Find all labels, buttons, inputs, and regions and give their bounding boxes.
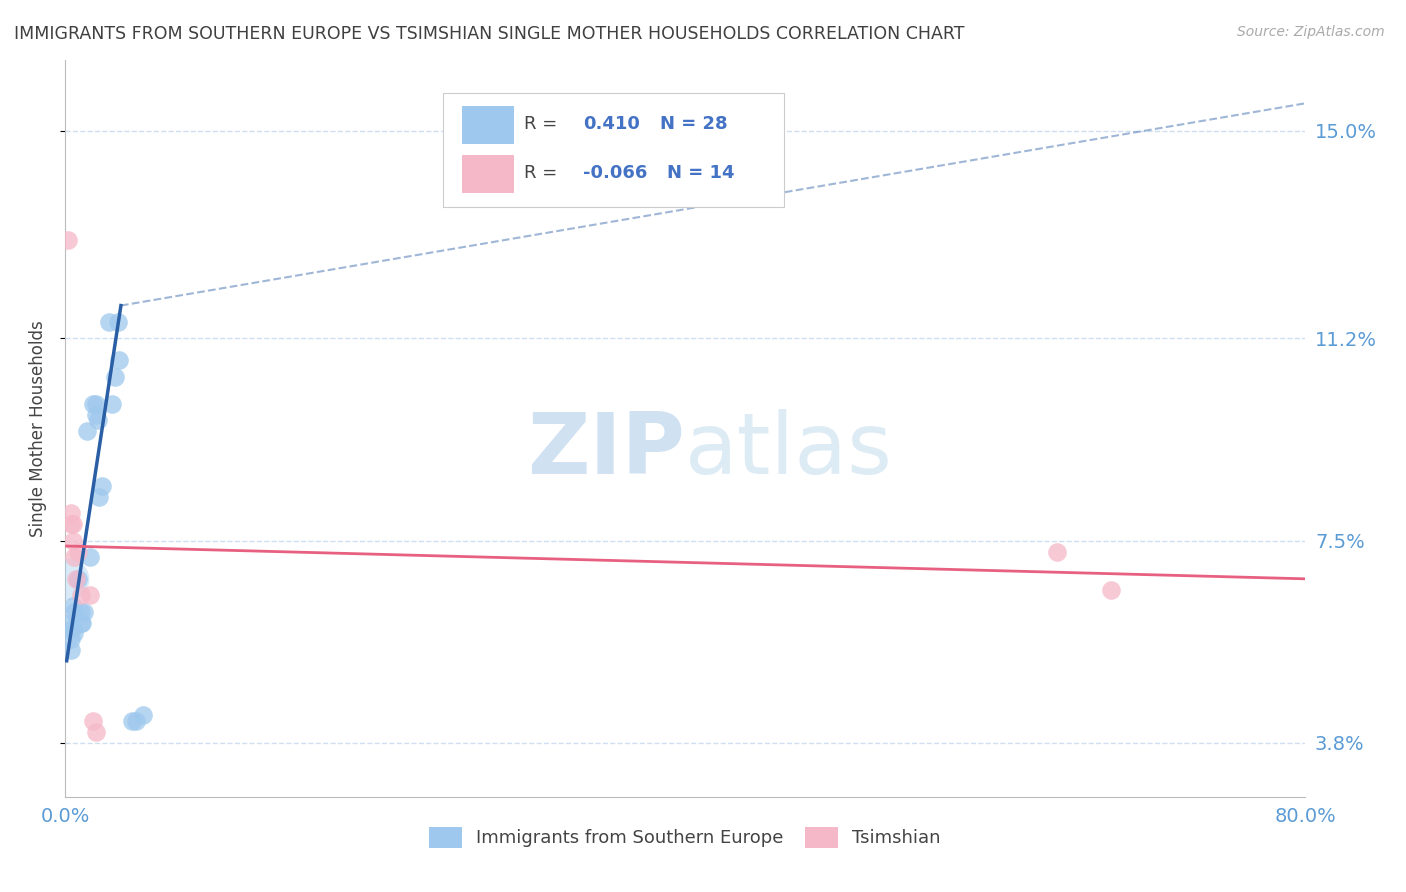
Point	[100, 397, 122, 411]
Point	[104, 369, 127, 384]
Point	[125, 714, 148, 728]
Point	[82, 714, 104, 728]
Point	[69, 605, 91, 619]
Point	[62, 621, 84, 635]
Point	[70, 615, 93, 630]
Point	[84, 397, 107, 411]
FancyBboxPatch shape	[463, 106, 515, 145]
Text: IMMIGRANTS FROM SOUTHERN EUROPE VS TSIMSHIAN SINGLE MOTHER HOUSEHOLDS CORRELATIO: IMMIGRANTS FROM SOUTHERN EUROPE VS TSIMS…	[14, 25, 965, 43]
Point	[79, 549, 101, 564]
Point	[59, 615, 82, 630]
Text: ZIP: ZIP	[527, 409, 685, 492]
Point	[82, 397, 104, 411]
Point	[131, 708, 153, 723]
Legend: Immigrants from Southern Europe, Tsimshian: Immigrants from Southern Europe, Tsimshi…	[422, 820, 948, 855]
Point	[79, 588, 101, 602]
Point	[66, 572, 89, 586]
Point	[63, 605, 86, 619]
Text: -0.066: -0.066	[583, 164, 648, 183]
Point	[63, 549, 86, 564]
Point	[60, 506, 83, 520]
Text: R =: R =	[524, 115, 562, 133]
Point	[58, 572, 80, 586]
Point	[60, 517, 83, 532]
Y-axis label: Single Mother Households: Single Mother Households	[30, 320, 46, 537]
Point	[107, 315, 129, 329]
Point	[91, 479, 114, 493]
FancyBboxPatch shape	[463, 155, 515, 194]
Point	[62, 533, 84, 548]
Point	[60, 643, 83, 657]
Point	[1046, 544, 1069, 558]
Point	[84, 724, 107, 739]
Point	[108, 353, 131, 368]
Point	[86, 413, 108, 427]
Point	[84, 408, 107, 422]
Point	[62, 599, 84, 614]
Point	[76, 424, 98, 438]
Point	[69, 615, 91, 630]
Point	[1101, 582, 1123, 597]
Point	[69, 588, 91, 602]
Text: N = 14: N = 14	[666, 164, 734, 183]
Text: R =: R =	[524, 164, 562, 183]
Text: 0.410: 0.410	[583, 115, 640, 133]
FancyBboxPatch shape	[443, 93, 785, 207]
Text: Source: ZipAtlas.com: Source: ZipAtlas.com	[1237, 25, 1385, 39]
Point	[63, 626, 86, 640]
Text: atlas: atlas	[685, 409, 893, 492]
Point	[66, 544, 89, 558]
Point	[62, 517, 84, 532]
Point	[65, 572, 87, 586]
Point	[121, 714, 143, 728]
Point	[60, 632, 83, 646]
Point	[89, 490, 111, 504]
Point	[58, 233, 80, 247]
Point	[97, 315, 120, 329]
Text: N = 28: N = 28	[661, 115, 728, 133]
Point	[73, 605, 96, 619]
